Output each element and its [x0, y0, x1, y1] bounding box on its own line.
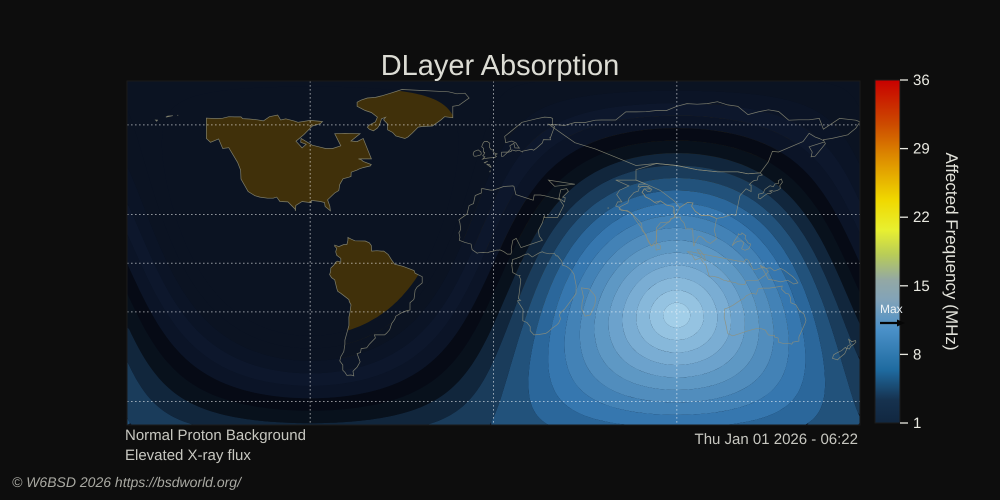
svg-text:Thu Jan 01 2026 - 06:22: Thu Jan 01 2026 - 06:22 — [695, 431, 858, 448]
svg-text:Affected Frequency (MHz): Affected Frequency (MHz) — [942, 152, 961, 350]
svg-text:36: 36 — [913, 72, 930, 89]
svg-text:15: 15 — [913, 278, 930, 295]
svg-text:1: 1 — [913, 415, 921, 432]
svg-text:8: 8 — [913, 346, 921, 363]
svg-text:DLayer Absorption: DLayer Absorption — [381, 50, 620, 82]
svg-text:Normal Proton Background: Normal Proton Background — [125, 427, 306, 444]
svg-text:29: 29 — [913, 141, 930, 158]
svg-text:Max: Max — [880, 302, 903, 316]
svg-text:22: 22 — [913, 209, 930, 226]
svg-text:Elevated X-ray flux: Elevated X-ray flux — [125, 447, 251, 464]
svg-text:© W6BSD 2026 https://bsdworld.: © W6BSD 2026 https://bsdworld.org/ — [12, 474, 243, 490]
